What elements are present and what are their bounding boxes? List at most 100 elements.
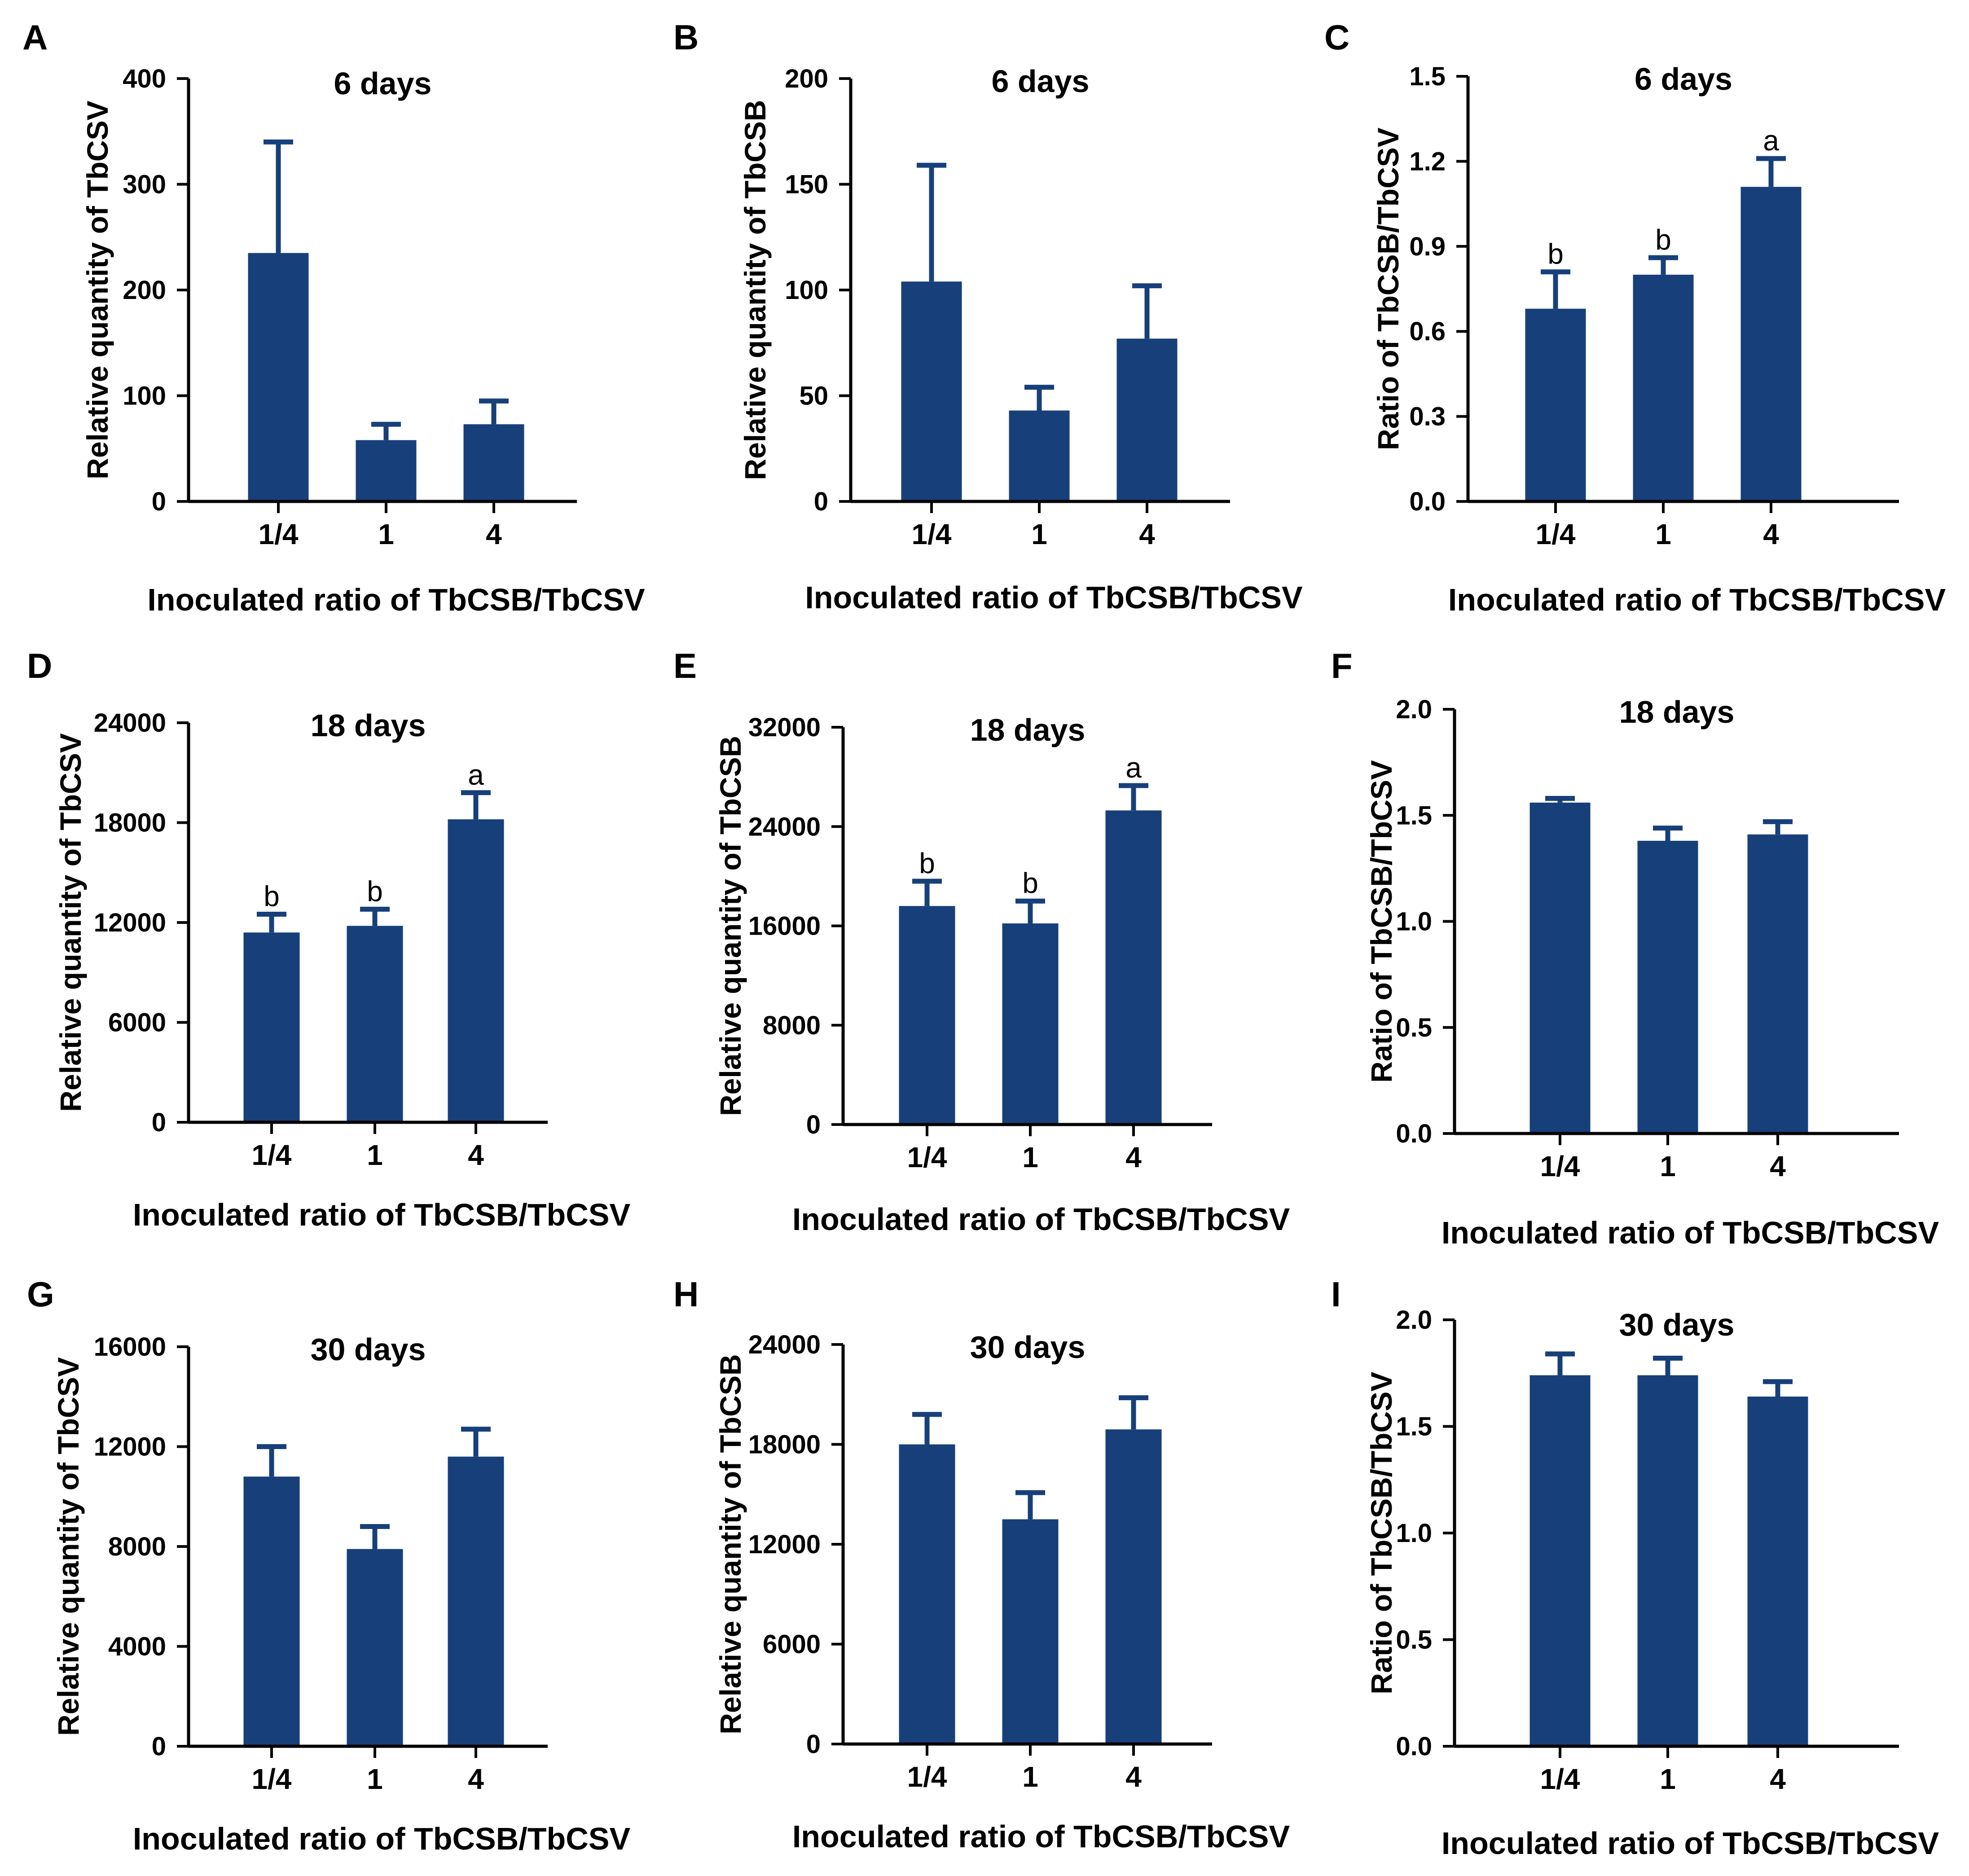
bar: [1116, 338, 1178, 501]
x-tick-label: 1/4: [252, 1763, 292, 1795]
y-axis-label: Relative quantity of TbCSB: [714, 1354, 747, 1734]
bar: [1637, 1375, 1698, 1746]
panel-letter: A: [22, 18, 48, 57]
x-tick-label: 1: [367, 1763, 383, 1795]
bar: [1633, 274, 1694, 501]
panel-letter: B: [673, 18, 699, 57]
y-tick-label: 6000: [763, 1630, 821, 1659]
x-tick-label: 1: [367, 1139, 383, 1171]
x-axis-label: Inoculated ratio of TbCSB/TbCSV: [792, 1819, 1290, 1854]
y-tick-label: 1.5: [1396, 1412, 1432, 1441]
panel-b: B 6 days 1/4 1 4 0 50 100 150 200 Relative quantit…: [673, 18, 1303, 615]
bar: [1009, 410, 1070, 501]
y-tick-label: 12000: [94, 908, 166, 937]
x-axis-label: Inoculated ratio of TbCSB/TbCSV: [133, 1821, 631, 1856]
x-tick-label: 4: [1125, 1761, 1142, 1793]
bar: [1529, 1375, 1591, 1746]
panel-title: 18 days: [311, 708, 426, 743]
significance-letter: b: [264, 880, 280, 912]
bar: [1525, 308, 1586, 501]
x-axis-label: Inoculated ratio of TbCSB/TbCSV: [133, 1197, 631, 1232]
panel-f: F 18 days 1/4 1 4 0.0 0.5 1.0 1.5 2.0 Ratio of TbC…: [1331, 646, 1939, 1250]
y-tick-label: 300: [123, 170, 166, 199]
panel-title: 6 days: [1635, 62, 1732, 97]
panel-title: 30 days: [311, 1332, 426, 1367]
significance-letter: b: [367, 875, 383, 907]
y-tick-label: 6000: [108, 1008, 166, 1037]
bar: [901, 281, 962, 501]
bar: [1747, 834, 1808, 1134]
panel-a: A 6 days 1/4 1 4 0 100 200 300 400 Relative quanti…: [22, 18, 645, 617]
y-axis-label: Ratio of TbCSB/TbCSV: [1365, 1372, 1398, 1695]
x-tick-label: 4: [1763, 518, 1779, 550]
x-tick-label: 1: [1655, 518, 1671, 550]
x-tick-label: 1: [1660, 1763, 1676, 1795]
y-tick-label: 0: [806, 1730, 821, 1759]
panel-letter: C: [1324, 18, 1349, 57]
significance-letter: a: [468, 759, 484, 791]
x-tick-label: 1/4: [252, 1139, 292, 1171]
panel-d: D 18 days b 1/4 b 1 a 4 0 6000 12000 18000 24000Rela…: [27, 646, 630, 1232]
y-tick-label: 1.5: [1409, 62, 1446, 91]
x-axis-label: Inoculated ratio of TbCSB/TbCSV: [1448, 582, 1946, 617]
x-tick-label: 4: [1770, 1763, 1786, 1795]
y-tick-label: 0.3: [1409, 402, 1446, 431]
panel-i: I 30 days 1/4 1 4 0.0 0.5 1.0 1.5 2.0 Ratio of TbC…: [1331, 1274, 1939, 1861]
bar: [243, 932, 300, 1122]
y-tick-label: 2.0: [1396, 695, 1432, 724]
y-tick-label: 50: [799, 382, 828, 411]
y-tick-label: 0: [814, 487, 828, 516]
significance-letter: b: [1022, 867, 1038, 899]
y-tick-label: 0.5: [1396, 1626, 1432, 1655]
bar: [1105, 810, 1162, 1125]
x-tick-label: 4: [1139, 518, 1155, 550]
y-tick-label: 0.5: [1396, 1013, 1432, 1042]
x-tick-label: 1: [1022, 1141, 1038, 1173]
panel-e: E 18 days b 1/4 b 1 a 4 0 8000 16000 24000 32000Rela…: [673, 646, 1290, 1237]
bar: [243, 1476, 300, 1746]
y-tick-label: 0: [806, 1110, 821, 1139]
x-tick-label: 1: [378, 518, 394, 550]
y-tick-label: 0: [152, 1108, 166, 1137]
y-tick-label: 200: [123, 276, 166, 305]
x-tick-label: 1/4: [259, 518, 299, 550]
x-tick-label: 1/4: [1540, 1763, 1580, 1795]
y-axis-label: Relative quantity of TbCSV: [54, 733, 87, 1112]
y-tick-label: 0.6: [1409, 317, 1446, 346]
panel-g: G 30 days 1/4 1 4 0 4000 8000 12000 16000 Relative…: [27, 1274, 630, 1856]
y-tick-label: 4000: [108, 1632, 166, 1661]
panel-title: 6 days: [334, 66, 432, 101]
y-tick-label: 0: [152, 487, 166, 516]
y-tick-label: 1.2: [1409, 147, 1446, 176]
bar: [1740, 187, 1802, 502]
y-tick-label: 32000: [748, 713, 821, 742]
bar: [899, 906, 955, 1125]
bar: [1529, 802, 1591, 1134]
panel-letter: H: [673, 1274, 699, 1314]
y-axis-label: Relative quantity of TbCSB: [714, 736, 747, 1116]
y-tick-label: 400: [123, 64, 166, 93]
y-tick-label: 0.0: [1409, 487, 1446, 516]
y-tick-label: 1.0: [1396, 1519, 1432, 1548]
y-tick-label: 200: [785, 64, 828, 93]
panel-letter: G: [27, 1274, 54, 1314]
y-tick-label: 24000: [748, 1330, 821, 1359]
panel-title: 18 days: [970, 712, 1086, 747]
bar: [463, 424, 524, 501]
panel-letter: I: [1331, 1274, 1341, 1314]
x-tick-label: 1: [1022, 1761, 1038, 1793]
bar: [448, 819, 504, 1122]
x-tick-label: 4: [468, 1139, 484, 1171]
y-tick-label: 16000: [748, 912, 821, 941]
bar: [1002, 1519, 1059, 1744]
x-axis-label: Inoculated ratio of TbCSB/TbCSV: [1442, 1826, 1939, 1861]
panel-letter: D: [27, 646, 52, 685]
y-tick-label: 12000: [748, 1530, 821, 1559]
panel-title: 30 days: [1619, 1307, 1735, 1342]
x-axis-label: Inoculated ratio of TbCSB/TbCSV: [1442, 1215, 1939, 1250]
y-tick-label: 24000: [94, 708, 166, 738]
bar: [899, 1444, 955, 1744]
panel-letter: E: [673, 646, 697, 685]
panel-title: 18 days: [1619, 694, 1735, 729]
x-axis-label: Inoculated ratio of TbCSB/TbCSV: [147, 582, 645, 617]
